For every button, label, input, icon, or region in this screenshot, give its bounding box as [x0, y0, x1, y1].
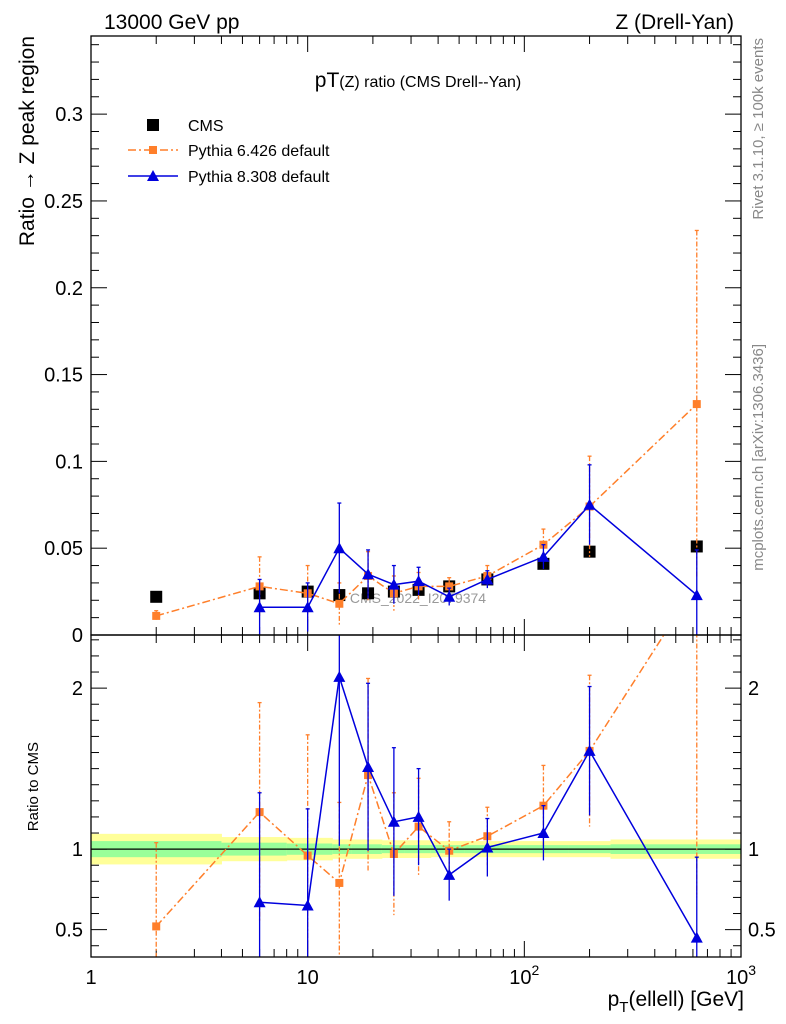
x-axis-label-rest: (ellell) [GeV] — [628, 988, 744, 1011]
x-axis-label: pT(ellell) [GeV] — [608, 988, 744, 1016]
ratio-point — [412, 810, 425, 822]
plot-title: pT(Z) ratio (CMS Drell--Yan) — [315, 69, 521, 92]
ratio-point — [537, 827, 550, 839]
main-point — [583, 498, 596, 510]
main-point — [362, 568, 375, 580]
main-point — [481, 573, 494, 585]
y-tick-label: 0 — [72, 625, 83, 647]
x-tick-label: 103 — [726, 962, 756, 989]
ratio-point — [335, 878, 344, 887]
x-tick-label-exp: 3 — [748, 962, 756, 978]
main-ylabel: Ratio → Z peak region — [16, 36, 39, 246]
main-point — [152, 611, 161, 620]
main-point — [150, 590, 163, 603]
legend-marker — [147, 170, 159, 181]
x-tick-label-base: 10 — [297, 967, 319, 989]
ratio-series-1 — [253, 635, 703, 957]
legend-marker — [147, 119, 159, 131]
main-series-2 — [253, 464, 703, 635]
y-tick-label: 0.15 — [44, 365, 83, 387]
y-tick-label-right: 1 — [748, 839, 759, 861]
legend-label: CMS — [188, 118, 224, 135]
y-tick-label: 0.05 — [44, 538, 83, 560]
main-point — [335, 599, 344, 608]
y-tick-label: 0.25 — [44, 191, 83, 213]
main-point — [692, 400, 701, 409]
ratio-line-pythia-6-426-default — [155, 635, 665, 927]
x-tick-label-base: 1 — [85, 967, 96, 989]
x-tick-label-base: 10 — [726, 967, 748, 989]
main-point — [445, 582, 454, 591]
main-point — [387, 578, 400, 590]
legend: CMS Pythia 6.426 default Pythia 8.308 defa… — [128, 118, 330, 186]
ratio-point — [333, 670, 346, 682]
y-tick-label: 0.3 — [55, 104, 83, 126]
legend-label: Pythia 8.308 default — [188, 169, 330, 186]
legend-label: Pythia 6.426 default — [188, 143, 330, 160]
ratio-point — [583, 744, 596, 756]
header-left: 13000 GeV pp — [104, 11, 239, 34]
ratio-point — [481, 841, 494, 853]
x-axis-label-p: p — [608, 988, 620, 1011]
header-right: Z (Drell-Yan) — [615, 11, 734, 34]
main-point — [333, 542, 346, 554]
main-point — [443, 590, 456, 602]
mcplots-label: mcplots.cern.ch [arXiv:1306.3436] — [750, 344, 767, 571]
x-tick-label-base: 10 — [509, 967, 531, 989]
plot-title-rest: (Z) ratio (CMS Drell--Yan) — [339, 74, 521, 91]
x-tick-label: 1 — [85, 967, 96, 989]
plot-title-pt: pT — [315, 69, 340, 92]
ratio-point — [253, 896, 266, 908]
main-point — [253, 601, 266, 613]
rivet-label: Rivet 3.1.10, ≥ 100k events — [750, 38, 767, 220]
ratio-point — [387, 815, 400, 827]
y-tick-label-right: 2 — [748, 678, 759, 700]
main-point — [301, 601, 314, 613]
y-tick-label: 0.1 — [55, 451, 83, 473]
main-point — [537, 550, 550, 562]
ratio-point — [690, 931, 703, 943]
x-axis-label-sub: T — [619, 999, 628, 1016]
ratio-series-0 — [152, 635, 698, 957]
y-tick-label-right: 0.5 — [748, 920, 776, 942]
ratio-point — [152, 922, 161, 931]
ratio-point — [443, 868, 456, 880]
ratio-point — [362, 761, 375, 773]
main-line-pythia-6-426-default — [155, 403, 698, 617]
y-tick-label: 2 — [72, 678, 83, 700]
y-tick-label: 0.5 — [55, 920, 83, 942]
main-point — [690, 589, 703, 601]
legend-marker — [149, 146, 157, 154]
ratio-frame — [90, 634, 742, 958]
ratio-ylabel: Ratio to CMS — [25, 742, 42, 831]
main-point — [412, 575, 425, 587]
ratio-line-pythia-8-308-default — [259, 676, 698, 939]
y-tick-label: 1 — [72, 839, 83, 861]
ratio-point — [301, 899, 314, 911]
x-tick-label: 10 — [297, 967, 319, 989]
main-series-1 — [152, 229, 701, 625]
x-tick-label-exp: 2 — [532, 962, 540, 978]
main-panel: CMS_2022_I2079374pT(Z) ratio (CMS Drell-… — [44, 35, 742, 647]
y-tick-label: 0.2 — [55, 278, 83, 300]
x-tick-label: 102 — [509, 962, 539, 989]
